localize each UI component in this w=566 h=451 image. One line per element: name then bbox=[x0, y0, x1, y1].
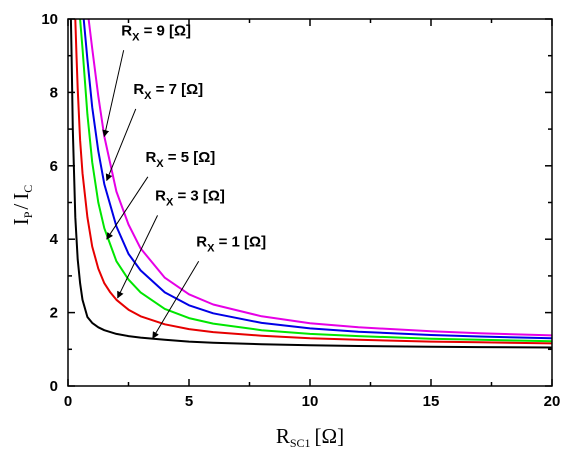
x-axis-label: RSC1 [Ω] bbox=[276, 424, 344, 450]
y-tick-label: 0 bbox=[50, 378, 58, 395]
y-tick-label: 8 bbox=[50, 84, 58, 101]
plot-frame bbox=[67, 18, 553, 387]
series-line-1 bbox=[69, 19, 552, 349]
axes: 0 5 10 15 20 0 2 4 6 8 10 bbox=[41, 11, 560, 410]
plot-area bbox=[69, 19, 552, 349]
x-tick-label: 10 bbox=[302, 393, 319, 410]
annotation-label-3: RX = 5 [Ω] bbox=[145, 149, 215, 170]
series-line-5 bbox=[87, 19, 552, 337]
y-tick-label: 10 bbox=[41, 11, 58, 28]
annotation-label-2: RX = 7 [Ω] bbox=[133, 81, 203, 102]
series-line-3 bbox=[79, 19, 552, 343]
annotations: RX = 9 [Ω] RX = 7 [Ω] RX = 5 [Ω] RX = 3 [Ω]… bbox=[102, 23, 266, 339]
annotation-arrow-1 bbox=[102, 50, 125, 138]
y-tick-label: 4 bbox=[50, 231, 59, 248]
annotation-label-1: RX = 9 [Ω] bbox=[121, 23, 191, 44]
x-tick-label: 5 bbox=[185, 393, 193, 410]
annotation-arrow-2 bbox=[105, 108, 137, 182]
annotation-label-5: RX = 1 [Ω] bbox=[196, 234, 266, 255]
y-axis-label: IP/IC bbox=[9, 185, 35, 226]
series-line-2 bbox=[74, 19, 552, 345]
x-tick-label: 20 bbox=[544, 393, 561, 410]
y-tick-label: 2 bbox=[50, 305, 58, 322]
x-tick-label: 15 bbox=[423, 393, 440, 410]
annotation-arrow-3 bbox=[106, 176, 149, 240]
x-tick-label: 0 bbox=[64, 393, 72, 410]
annotation-label-4: RX = 3 [Ω] bbox=[155, 188, 225, 209]
y-tick-label: 6 bbox=[50, 158, 58, 175]
annotation-arrow-4 bbox=[117, 215, 158, 299]
annotation-arrow-5 bbox=[152, 260, 200, 339]
series-line-4 bbox=[82, 19, 552, 340]
